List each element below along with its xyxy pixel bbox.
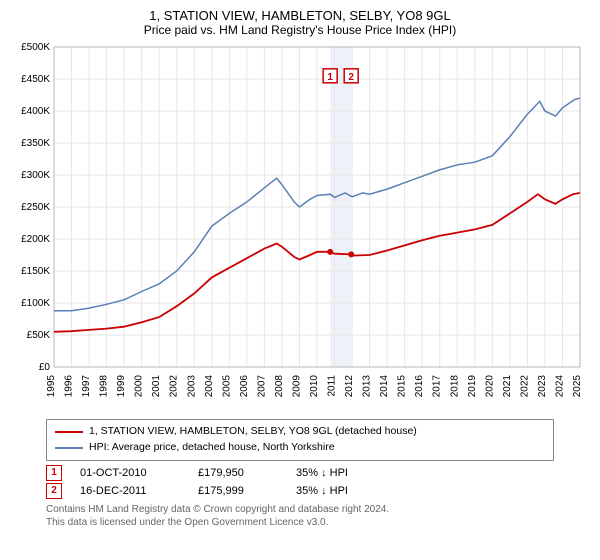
svg-text:1999: 1999 [116, 375, 127, 398]
svg-text:£300K: £300K [21, 170, 50, 181]
svg-text:2003: 2003 [186, 375, 197, 398]
svg-text:1: 1 [327, 72, 333, 83]
svg-text:2018: 2018 [449, 375, 460, 398]
footer: Contains HM Land Registry data © Crown c… [46, 503, 554, 529]
footer-line-1: Contains HM Land Registry data © Crown c… [46, 503, 554, 516]
legend-row-1: 1, STATION VIEW, HAMBLETON, SELBY, YO8 9… [55, 424, 545, 440]
legend-label-2: HPI: Average price, detached house, Nort… [89, 440, 335, 456]
svg-text:£0: £0 [39, 362, 51, 373]
svg-text:2005: 2005 [221, 375, 232, 398]
svg-text:2011: 2011 [327, 375, 338, 397]
svg-text:2020: 2020 [484, 375, 495, 398]
marker-2-icon: 2 [46, 483, 62, 499]
svg-text:2019: 2019 [467, 375, 478, 398]
svg-text:2016: 2016 [414, 375, 425, 398]
svg-text:£150K: £150K [21, 266, 50, 277]
svg-text:£400K: £400K [21, 106, 50, 117]
legend-box: 1, STATION VIEW, HAMBLETON, SELBY, YO8 9… [46, 419, 554, 461]
svg-text:2014: 2014 [379, 375, 390, 398]
transaction-1-price: £179,950 [198, 467, 278, 479]
svg-text:2007: 2007 [256, 375, 267, 398]
svg-text:2004: 2004 [204, 375, 215, 398]
svg-text:2023: 2023 [537, 375, 548, 398]
svg-text:£250K: £250K [21, 202, 50, 213]
transaction-row-1: 1 01-OCT-2010 £179,950 35% ↓ HPI [46, 465, 554, 481]
chart-svg: 1 2 £0 £50K £100K £150K £200K £250K £300K £350K £4… [14, 43, 586, 413]
legend-swatch-red [55, 431, 83, 433]
svg-text:1997: 1997 [81, 375, 92, 398]
marker-1-icon: 1 [46, 465, 62, 481]
transaction-2-price: £175,999 [198, 485, 278, 497]
footer-line-2: This data is licensed under the Open Gov… [46, 516, 554, 529]
svg-text:2017: 2017 [432, 375, 443, 398]
chart-subtitle: Price paid vs. HM Land Registry's House … [14, 23, 586, 37]
svg-text:2: 2 [348, 72, 354, 83]
svg-text:2015: 2015 [397, 375, 408, 398]
svg-text:£50K: £50K [27, 330, 51, 341]
legend-swatch-blue [55, 447, 83, 449]
svg-text:2025: 2025 [572, 375, 583, 398]
legend-label-1: 1, STATION VIEW, HAMBLETON, SELBY, YO8 9… [89, 424, 417, 440]
svg-text:2022: 2022 [519, 375, 530, 398]
svg-text:£100K: £100K [21, 298, 50, 309]
svg-text:2012: 2012 [344, 375, 355, 398]
svg-text:2024: 2024 [554, 375, 565, 398]
svg-text:2009: 2009 [291, 375, 302, 398]
chart-title: 1, STATION VIEW, HAMBLETON, SELBY, YO8 9… [14, 8, 586, 23]
transaction-2-date: 16-DEC-2011 [80, 485, 180, 497]
svg-text:£350K: £350K [21, 138, 50, 149]
transaction-1-delta: 35% ↓ HPI [296, 467, 348, 479]
transaction-2-delta: 35% ↓ HPI [296, 485, 348, 497]
transaction-row-2: 2 16-DEC-2011 £175,999 35% ↓ HPI [46, 483, 554, 499]
svg-text:2008: 2008 [274, 375, 285, 398]
svg-text:£500K: £500K [21, 43, 50, 53]
svg-text:2001: 2001 [151, 375, 162, 398]
chart-area: 1 2 £0 £50K £100K £150K £200K £250K £300K £350K £4… [14, 43, 586, 413]
svg-text:2002: 2002 [169, 375, 180, 398]
svg-text:2006: 2006 [239, 375, 250, 398]
svg-text:1995: 1995 [46, 375, 57, 398]
svg-text:2010: 2010 [309, 375, 320, 398]
legend-row-2: HPI: Average price, detached house, Nort… [55, 440, 545, 456]
svg-text:1998: 1998 [99, 375, 110, 398]
svg-text:2013: 2013 [362, 375, 373, 398]
svg-text:£450K: £450K [21, 74, 50, 85]
svg-text:£200K: £200K [21, 234, 50, 245]
svg-text:1996: 1996 [64, 375, 75, 398]
transaction-1-date: 01-OCT-2010 [80, 467, 180, 479]
svg-text:2021: 2021 [502, 375, 513, 398]
chart-container: 1, STATION VIEW, HAMBLETON, SELBY, YO8 9… [0, 0, 600, 560]
svg-text:2000: 2000 [134, 375, 145, 398]
